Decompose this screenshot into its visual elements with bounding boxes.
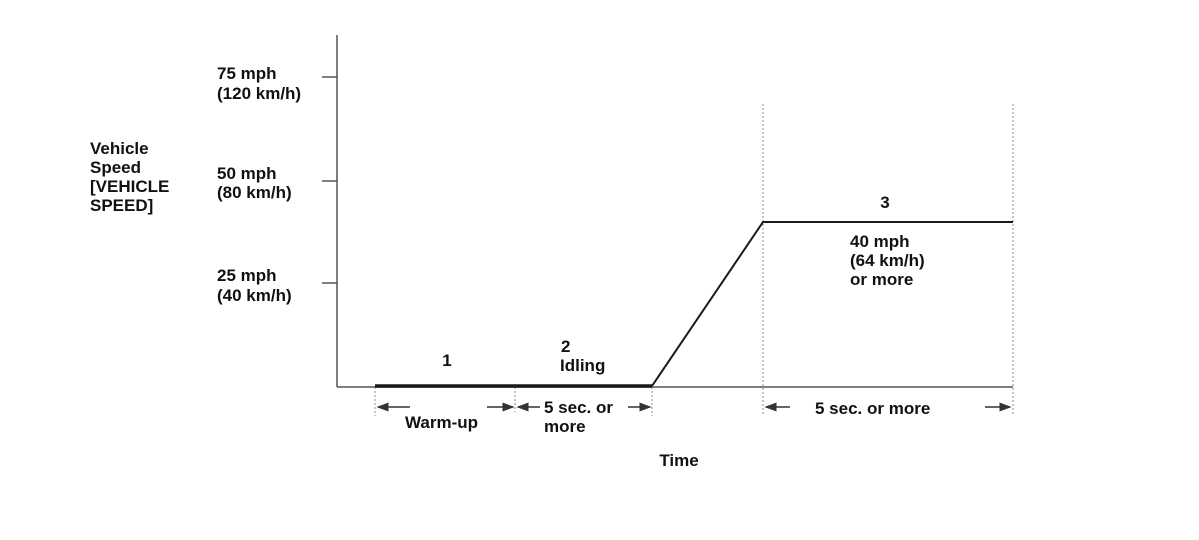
y-axis-title-line: [VEHICLE: [90, 177, 169, 196]
y-axis-title-line: Speed: [90, 158, 141, 177]
tick-label-25: 25 mph: [217, 266, 277, 285]
axes: [322, 35, 1013, 388]
phase-2-duration: 5 sec. or: [544, 398, 613, 417]
speed-ramp-and-cruise: [651, 221, 1013, 387]
phase-3-speed-qualifier: or more: [850, 270, 913, 289]
phase-3-speed-kmh: (64 km/h): [850, 251, 925, 270]
phase-2-number: 2: [561, 337, 570, 356]
y-axis-title-line: Vehicle: [90, 139, 149, 158]
tick-label-50-kmh: (80 km/h): [217, 183, 292, 202]
phase-1-number: 1: [442, 351, 451, 370]
y-axis-title-line: SPEED]: [90, 196, 153, 215]
phase-2-duration-cont: more: [544, 417, 586, 436]
phase-3-speed: 40 mph: [850, 232, 910, 251]
tick-label-25-kmh: (40 km/h): [217, 286, 292, 305]
phase-3-number: 3: [880, 193, 889, 212]
phase-3-duration: 5 sec. or more: [815, 399, 930, 418]
y-axis-title: Vehicle Speed [VEHICLE SPEED]: [90, 139, 169, 215]
tick-label-75-kmh: (120 km/h): [217, 84, 301, 103]
tick-label-50: 50 mph: [217, 164, 277, 183]
tick-label-75: 75 mph: [217, 64, 277, 83]
phase-1-duration: Warm-up: [405, 413, 478, 432]
phase-2-label: Idling: [560, 356, 605, 375]
x-axis-title: Time: [659, 451, 698, 470]
guides: [374, 104, 1014, 416]
